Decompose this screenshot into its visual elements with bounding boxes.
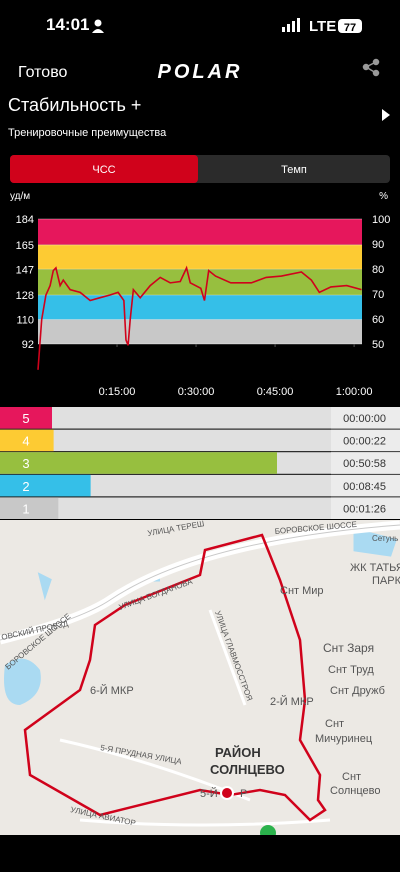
map-label: Снт [342,771,361,783]
map-label: Р [240,788,247,800]
y2-tick-label: 100 [372,214,390,226]
zone-row [0,497,400,519]
zone-bar [0,474,91,497]
zone-time-cell [331,497,400,519]
map-label: ПАРК [372,575,400,587]
network: LTE [309,18,336,35]
zone-time-cell [331,474,400,497]
battery-icon [338,19,362,33]
zone-time: 00:08:45 [343,481,386,493]
map-label: Снт [325,718,344,730]
zone-bar [0,452,277,474]
zone-label: 1 [22,501,29,516]
hr-line [37,265,362,370]
zone-band [38,269,362,296]
done-button[interactable]: Готово [18,64,68,81]
battery-level: 77 [344,22,356,34]
zone-band [38,319,362,344]
y-tick-label: 147 [16,264,34,276]
person-icon [94,19,102,27]
route-marker [220,786,234,800]
status-time: 14:01 [46,15,89,34]
x-tick-label: 0:45:00 [257,386,294,398]
x-tick-label: 1:00:00 [336,386,373,398]
map-label: Снт Заря [323,641,374,655]
map-label: 6-Й МКР [90,684,134,697]
map-label: Солнцево [330,785,380,797]
zones: 5 00:00:00 4 00:00:22 3 00:50:58 2 00:08:45 1 00:… [0,407,400,519]
zone-label: 2 [22,479,29,494]
y2-tick-label: 90 [372,239,384,251]
title: Стабильность + [8,95,141,115]
map-label: Мичуринец [315,733,373,745]
zone-time: 00:00:22 [343,436,386,448]
tab-pace[interactable]: Темп [281,164,307,176]
lake [4,658,41,705]
y2-tick-label: 80 [372,264,384,276]
zone-label: 4 [22,434,29,449]
map-label: Снт Дружб [330,685,385,697]
x-tick-label: 0:30:00 [178,386,215,398]
y-tick-label: 110 [16,315,34,327]
zone-band [38,244,362,270]
railway [0,524,400,641]
bottom-bar [0,835,400,867]
map-label: 5-Й [200,787,218,800]
zone-time-cell [331,452,400,474]
zone-time-cell [331,407,400,429]
zone-row [0,429,400,452]
zone-time-cell [331,429,400,452]
x-tick-label: 0:15:00 [99,386,136,398]
zone-time: 00:00:00 [343,413,386,425]
subtitle: Тренировочные преимущества [8,127,167,139]
person-icon [92,29,104,33]
map-label: Снт Труд [328,664,374,676]
expand-arrow[interactable] [382,109,390,121]
zone-time: 00:50:58 [343,458,386,470]
map-label: 2-Й МКР [270,695,314,708]
y-tick-label: 128 [16,290,34,302]
zone-time: 00:01:26 [343,503,386,515]
map-label: СОЛНЦЕВО [210,762,285,777]
y-tick-label: 92 [22,339,34,351]
map-label: Снт Мир [280,585,324,597]
tab-hr[interactable]: ЧСС [92,164,115,176]
signal-icon [282,18,300,32]
map-label: ЖК ТАТЬЯ [350,562,400,574]
map-label: РАЙОН [215,745,261,760]
zone-band [38,219,362,245]
zone-bar [0,497,59,519]
zone-bar [0,407,52,429]
zone-band [38,295,362,320]
y-axis-label: уд/м [10,191,30,202]
zone-row [0,474,400,497]
tab-active[interactable] [10,155,198,183]
polar-logo: POLAR [158,61,243,83]
route [23,533,327,822]
zone-row [0,407,400,429]
hr-chart: 92 110 128 147 165 184 50 60 70 80 90 100 0:15:00 0:3… [16,214,391,398]
map-label: Сетунь [372,534,398,543]
y-tick-label: 184 [16,214,34,226]
y2-axis-label: % [379,191,388,202]
zone-bar [0,429,54,452]
y-tick-label: 165 [16,240,34,252]
zone-label: 3 [22,456,29,471]
y2-tick-label: 60 [372,314,384,326]
y2-tick-label: 50 [372,339,384,351]
zone-label: 5 [22,411,29,426]
share-button[interactable] [362,58,380,77]
y2-tick-label: 70 [372,289,384,301]
